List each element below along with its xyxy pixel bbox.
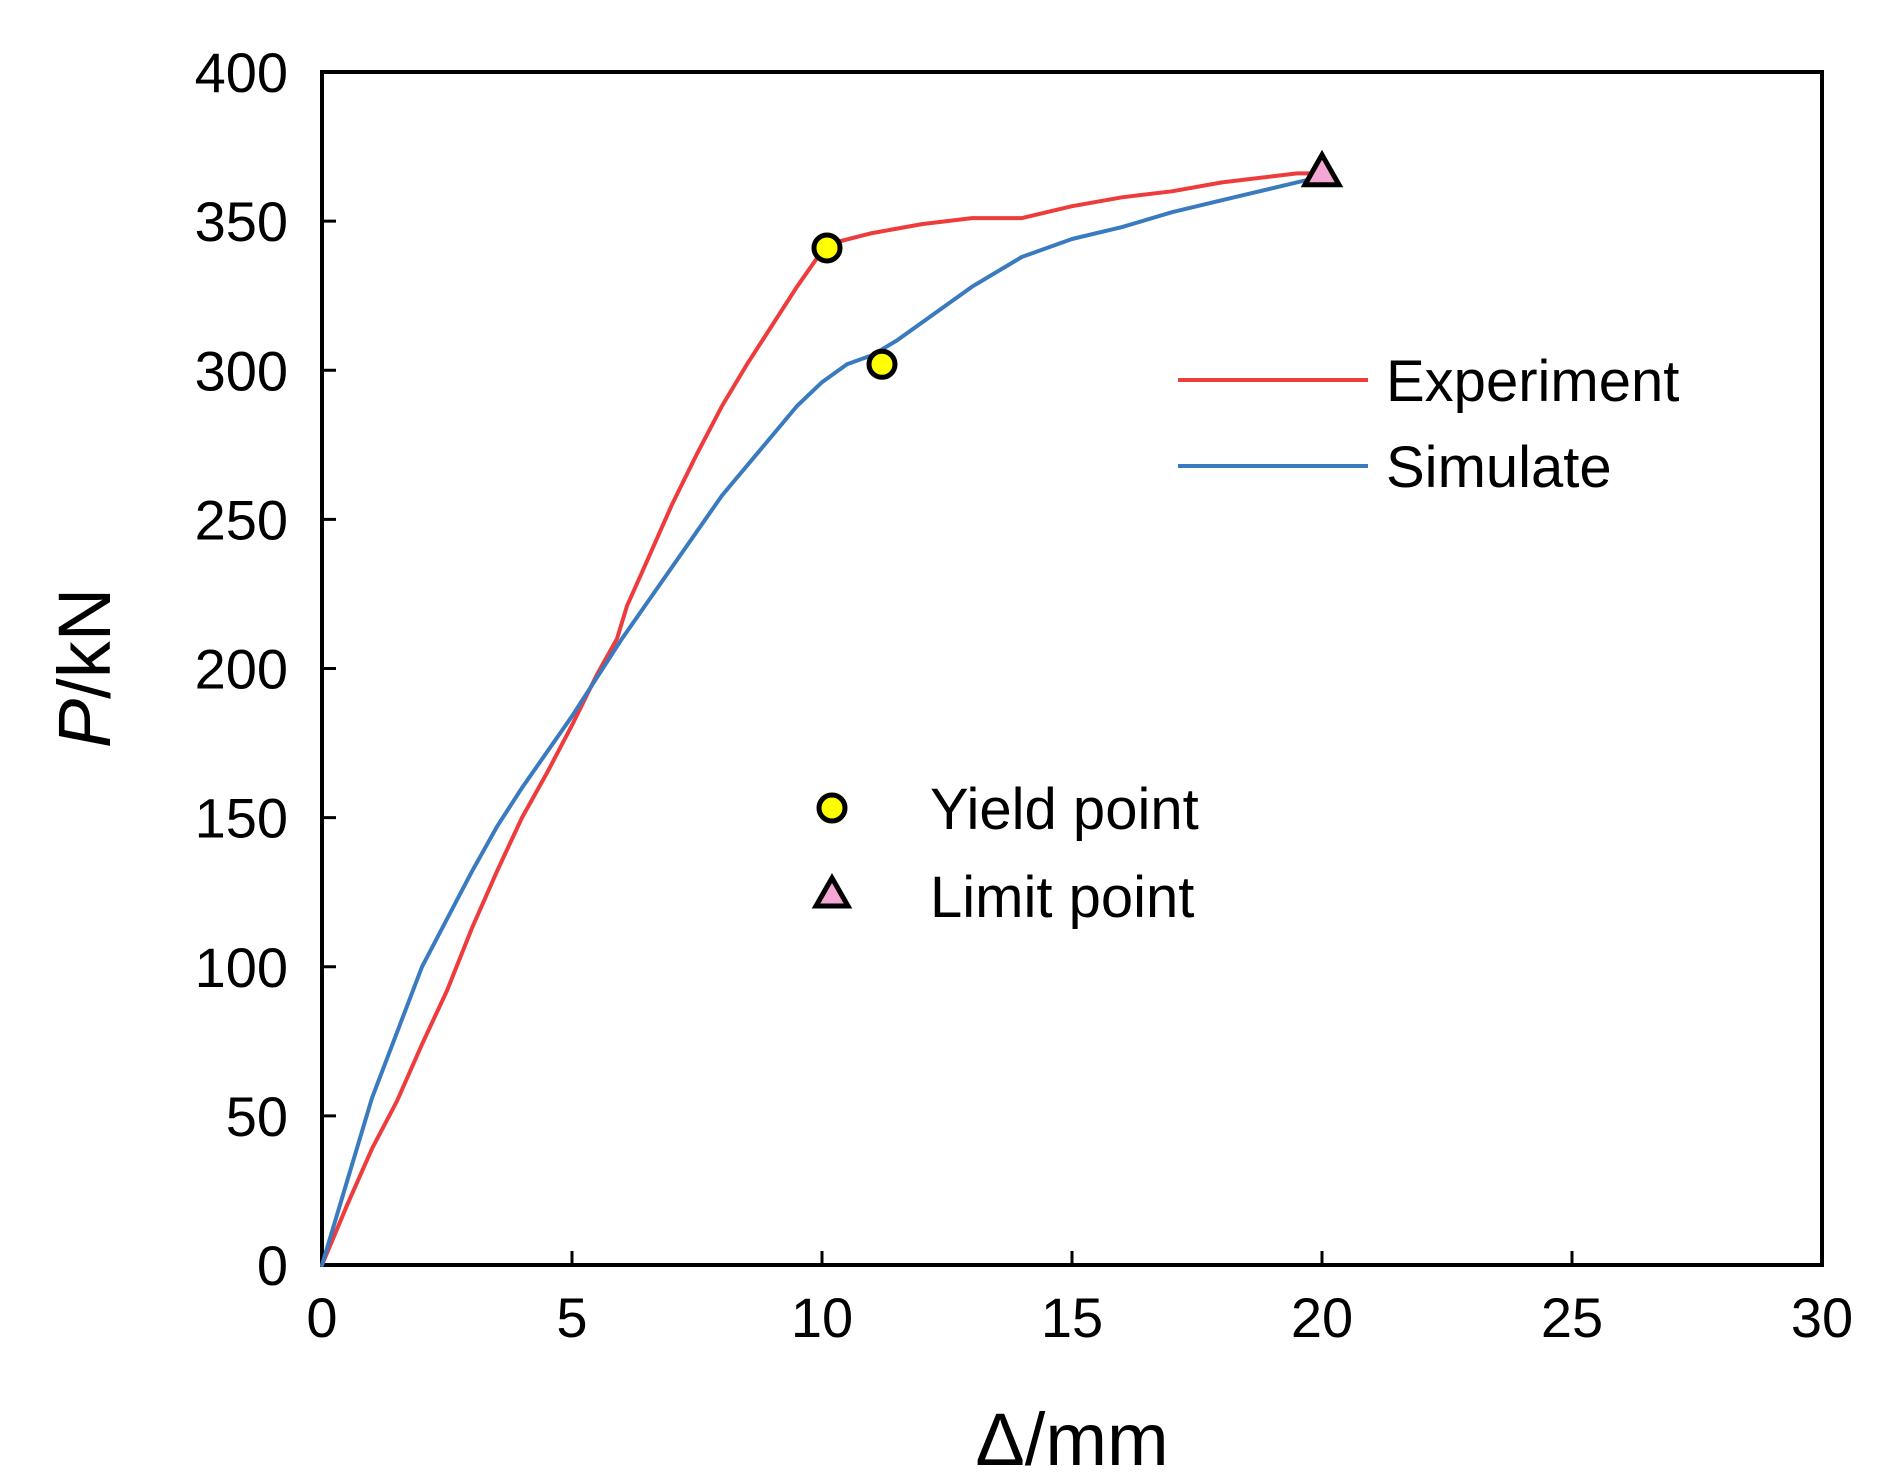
y-axis-title-unit: /kN — [43, 588, 126, 699]
legend-limit-point-icon — [811, 872, 853, 909]
marker-layer — [811, 149, 1344, 380]
y-tick-label: 400 — [195, 41, 288, 104]
y-tick-label: 150 — [195, 787, 288, 850]
plot-frame — [320, 70, 1824, 1267]
yield-point-marker — [866, 348, 898, 380]
x-tick-label: 20 — [1291, 1286, 1353, 1349]
series-line-simulate — [320, 174, 1324, 1267]
y-tick-label: 50 — [226, 1085, 288, 1148]
legend-markers: Yield point Limit point — [811, 777, 1199, 930]
series-layer — [320, 171, 1324, 1267]
limit-point-marker — [1300, 149, 1344, 188]
y-tick-label: 250 — [195, 488, 288, 551]
legend-yield-point-icon — [816, 792, 848, 824]
x-tick-label: 15 — [1041, 1286, 1103, 1349]
axis-ticks — [320, 70, 1824, 1267]
x-tick-label: 0 — [306, 1286, 337, 1349]
legend-label-yield-point: Yield point — [930, 777, 1199, 842]
y-tick-label: 350 — [195, 190, 288, 253]
x-tick-label: 25 — [1541, 1286, 1603, 1349]
y-tick-label: 300 — [195, 339, 288, 402]
x-tick-label: 10 — [791, 1286, 853, 1349]
legend-lines: Experiment Simulate — [1178, 349, 1679, 500]
x-tick-label: 30 — [1791, 1286, 1853, 1349]
y-axis-title-variable: P — [43, 699, 126, 748]
y-tick-label: 200 — [195, 638, 288, 701]
series-line-experiment — [320, 171, 1324, 1267]
legend-label-limit-point: Limit point — [930, 865, 1194, 930]
x-tick-label: 5 — [556, 1286, 587, 1349]
legend-label-simulate: Simulate — [1386, 435, 1612, 500]
x-axis-title: Δ/mm — [975, 1398, 1168, 1477]
legend-label-experiment: Experiment — [1386, 349, 1679, 414]
y-tick-label: 100 — [195, 936, 288, 999]
y-tick-label: 0 — [257, 1234, 288, 1297]
y-axis-title: P/kN — [43, 588, 126, 748]
yield-point-marker — [811, 232, 843, 264]
